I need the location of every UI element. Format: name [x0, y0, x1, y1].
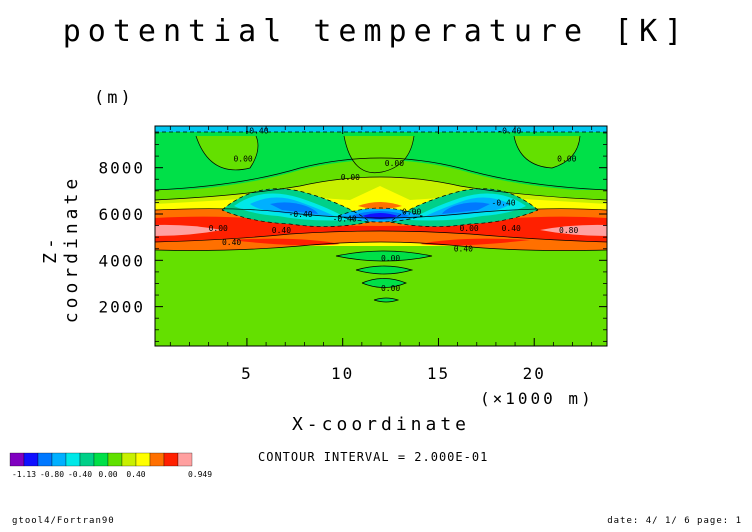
cold-left-core	[270, 202, 318, 214]
pink-core-left	[155, 224, 222, 236]
x-tick-label: 5	[241, 364, 253, 383]
y-tick-label: 2000	[98, 298, 145, 317]
lower-oval-4	[374, 298, 398, 302]
legend-label: 0.949	[188, 470, 212, 479]
contour-line-1	[155, 157, 607, 191]
color-legend: -1.13 -0.80 -0.40 0.00 0.40 0.949	[9, 452, 212, 479]
contour-line-4	[155, 230, 607, 243]
legend-label: 0.40	[126, 470, 145, 479]
contour-label: 0.00	[381, 254, 400, 263]
contour-line-dashed-4	[337, 207, 424, 223]
contour-label: 0.00	[557, 154, 576, 163]
warm-center-spot	[358, 202, 402, 209]
contour-label: -0.40	[244, 127, 268, 136]
legend-swatch	[79, 452, 95, 467]
legend-label: 0.00	[98, 470, 117, 479]
contour-line-dashed-3	[389, 188, 539, 227]
x-unit-label: (×1000 m)	[480, 389, 594, 408]
x-axis-label: X-coordinate	[291, 414, 471, 435]
contour-line-9	[335, 250, 433, 262]
contour-label: 0.80	[559, 226, 578, 235]
contour-label: -0.40	[492, 198, 516, 207]
contour-label: 0.40	[222, 238, 241, 247]
legend-swatch	[37, 452, 53, 467]
y-tick-label: 8000	[98, 159, 145, 178]
contour-label: 0.00	[381, 284, 400, 293]
blob-upper-right	[514, 136, 580, 168]
contour-line-dashed-2	[221, 188, 371, 227]
chart-title: potential temperature [K]	[62, 14, 690, 49]
legend-swatch	[135, 452, 151, 467]
pink-core-right	[540, 224, 607, 236]
lower-oval-1	[336, 251, 432, 261]
contour-line-2	[155, 176, 607, 201]
legend-swatch	[163, 452, 179, 467]
cold-right-core	[442, 202, 490, 214]
blob-upper-left	[196, 136, 258, 170]
wedge-lower-right	[420, 238, 530, 246]
legend-swatch	[93, 452, 109, 467]
wedge-lower-left	[230, 238, 340, 246]
contour-line-6	[195, 135, 259, 171]
legend-swatch	[149, 452, 165, 467]
contour-line-10	[355, 265, 414, 275]
lower-oval-2	[356, 266, 412, 274]
contour-label: 0.00	[385, 159, 404, 168]
legend-swatch	[177, 452, 193, 467]
legend-swatch	[107, 452, 123, 467]
contour-label: -0.40	[497, 127, 521, 136]
footer-program-label: gtool4/Fortran90	[12, 516, 115, 526]
contour-field	[155, 126, 607, 346]
lower-oval-3	[362, 278, 406, 288]
contour-label: -0.40	[333, 215, 357, 224]
contour-label: 0.40	[454, 245, 473, 254]
legend-label: -1.13	[12, 470, 36, 479]
legend-swatch	[9, 452, 25, 467]
contour-label: -0.40	[289, 210, 313, 219]
contour-line-7	[343, 135, 415, 174]
legend-swatch	[65, 452, 81, 467]
legend-label: -0.80	[40, 470, 64, 479]
contour-line-11	[361, 278, 407, 288]
contour-label: 0.40	[502, 224, 521, 233]
contour-line-8	[513, 135, 581, 169]
cold-center-core	[362, 213, 398, 219]
contour-label: 0.00	[459, 224, 478, 233]
contour-label: 0.00	[209, 224, 228, 233]
x-tick-label: 20	[523, 364, 546, 383]
contour-label: 0.00	[341, 173, 360, 182]
axis-ticks	[155, 126, 607, 346]
legend-swatch	[23, 452, 39, 467]
y-tick-label: 4000	[98, 251, 145, 270]
contour-line-12	[373, 297, 400, 303]
contour-label: 0.00	[233, 154, 252, 163]
footer-date-label: date: 4/ 1/ 6 page: 1	[607, 516, 742, 526]
contour-interval-text: CONTOUR INTERVAL = 2.000E-01	[258, 450, 489, 464]
x-tick-label: 15	[427, 364, 450, 383]
contour-label: 0.40	[272, 226, 291, 235]
legend-label: -0.40	[68, 470, 92, 479]
axis-tick-labels: 5 10 15 20 2000 4000 6000 8000	[98, 159, 546, 383]
legend-swatch	[51, 452, 67, 467]
y-unit-label: (m)	[94, 88, 134, 108]
legend-swatch	[121, 452, 137, 467]
contour-line-5	[155, 241, 607, 251]
contour-label: 0.00	[402, 208, 421, 217]
y-tick-label: 6000	[98, 205, 145, 224]
contour-value-labels: -0.40 -0.40 0.00 0.00 0.00 0.00 -0.40 -0.40 -0.4…	[209, 127, 579, 293]
x-tick-label: 10	[331, 364, 354, 383]
